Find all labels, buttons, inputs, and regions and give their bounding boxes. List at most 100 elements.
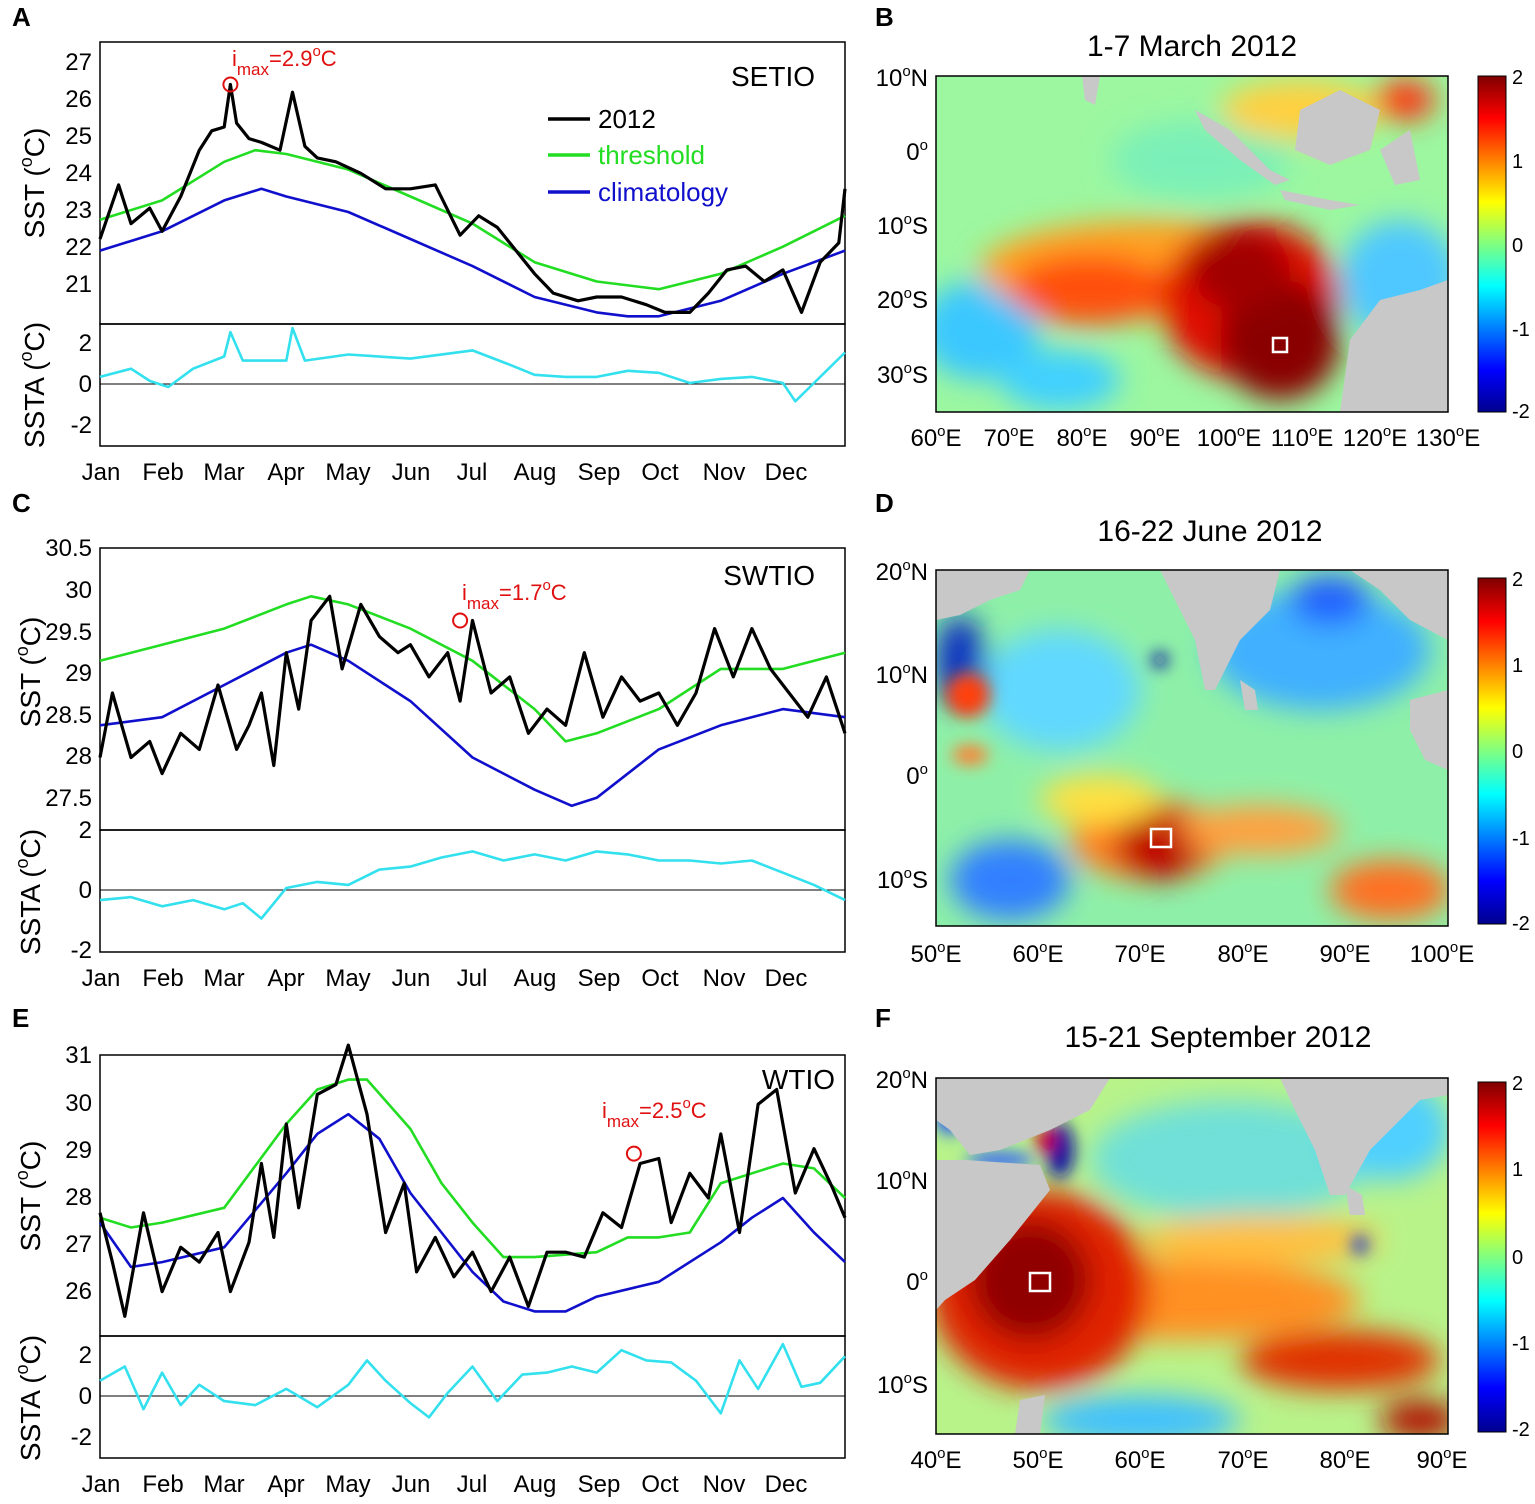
month-tick: Jun <box>392 965 431 992</box>
lon-number: 70 <box>983 425 1010 452</box>
panel-e-sst-ylabel: SST (oC) <box>12 1141 46 1252</box>
map-d-lat-tick: 0o <box>906 761 928 790</box>
panel-c-month-ticks: Jan Feb Mar Apr May Jun Jul Aug Sep Oct … <box>82 965 808 992</box>
map-f-lon-tick: 60oE <box>1114 1445 1165 1474</box>
map-d-lon-tick: 80oE <box>1217 939 1268 968</box>
panel-e-imax-label: imax=2.5oC <box>602 1095 707 1131</box>
month-tick: Mar <box>203 459 244 486</box>
lat-number: 10 <box>876 65 903 92</box>
imax-sup: o <box>682 1095 690 1112</box>
lat-number: 10 <box>876 662 903 689</box>
lon-number: 60 <box>910 425 937 452</box>
lat-number: 0 <box>906 139 919 166</box>
ylabel-tail: C) <box>15 829 46 859</box>
imax-base: i <box>602 1098 607 1123</box>
map-f-lat-tick: 20oN <box>876 1065 928 1094</box>
panel-a-sst-tick: 24 <box>65 160 92 187</box>
map-d-lat-tick: 10oN <box>876 660 928 689</box>
map-b-lat-labels: 10oN 0o 10oS 20oS 30oS <box>876 63 928 389</box>
panel-a-ssta-tick: 0 <box>79 371 92 398</box>
lat-hemisphere: N <box>911 1067 928 1094</box>
panel-a-ssta-ticks: 2 0 -2 <box>71 330 92 439</box>
imax-base: i <box>232 46 237 71</box>
ylabel-sup: o <box>12 646 32 656</box>
panel-e-sst-tick: 26 <box>65 1278 92 1305</box>
colorbar-tick: 0 <box>1512 1247 1523 1269</box>
panel-a-sst-tick: 25 <box>65 123 92 150</box>
month-tick: Sep <box>578 459 621 486</box>
panel-a-ssta-ylabel: SSTA (oC) <box>16 322 50 448</box>
panel-e-sst-ticks: 31 30 29 28 27 26 <box>65 1042 92 1305</box>
panel-c-ssta-ylabel: SSTA (oC) <box>12 829 46 955</box>
month-tick: Mar <box>203 965 244 992</box>
month-tick: Jan <box>82 965 121 992</box>
colorbar-tick: 1 <box>1512 1159 1523 1181</box>
map-d-detail-blobs <box>946 652 1168 765</box>
panel-a-sst-tick: 23 <box>65 197 92 224</box>
lon-number: 110 <box>1271 425 1309 452</box>
map-f-lat-tick: 10oS <box>877 1370 928 1399</box>
map-b-anomaly-blobs <box>936 80 1448 410</box>
map-b-lon-tick: 100oE <box>1197 423 1261 452</box>
panel-c-region-label: SWTIO <box>723 560 815 591</box>
lat-number: 10 <box>877 213 904 240</box>
map-d-land <box>936 570 1448 770</box>
panel-a-sst-tick: 22 <box>65 234 92 261</box>
series-line-e-ssta <box>99 1342 846 1419</box>
lon-number: 70 <box>1217 1447 1244 1474</box>
panel-e-month-ticks: Jan Feb Mar Apr May Jun Jul Aug Sep Oct … <box>82 1471 808 1498</box>
ylabel-sup: o <box>12 858 32 868</box>
series-line-a-threshold <box>99 148 846 291</box>
colorbar-tick: 0 <box>1512 741 1523 763</box>
imax-base: i <box>462 580 467 605</box>
map-b-lat-tick: 10oN <box>876 63 928 92</box>
map-b-colorbar: 2 1 0 -1 -2 <box>1477 67 1530 423</box>
imax-value: =1.7 <box>499 580 542 605</box>
month-tick: Oct <box>641 965 679 992</box>
map-d-field <box>936 570 1448 926</box>
lat-hemisphere: S <box>912 1372 928 1399</box>
ylabel-tail: C) <box>19 128 50 158</box>
map-b-lon-labels: 60oE 70oE 80oE 90oE 100oE 110oE 120oE 13… <box>910 423 1480 452</box>
map-f-lat-tick: 0o <box>906 1267 928 1296</box>
map-b-lon-tick: 60oE <box>910 423 961 452</box>
map-b-lon-tick: 110oE <box>1271 423 1334 452</box>
month-tick: Oct <box>641 459 679 486</box>
map-f-lon-tick: 80oE <box>1319 1445 1370 1474</box>
panel-e-ssta-tick: 0 <box>79 1383 92 1410</box>
lat-number: 10 <box>877 867 904 894</box>
panel-c-timeseries: 30.5 30 29.5 29 28.5 28 27.5 2 0 -2 SST … <box>12 535 846 992</box>
month-tick: Apr <box>267 1471 304 1498</box>
month-tick: Aug <box>514 1471 557 1498</box>
ylabel-tail: C) <box>15 1141 46 1171</box>
panel-letter-c: C <box>12 488 31 518</box>
map-b-land <box>1082 76 1448 412</box>
panel-a-ssta-tick: -2 <box>71 412 92 439</box>
imax-unit: C <box>691 1098 707 1123</box>
panel-a-sst-ylabel: SST (oC) <box>16 128 50 239</box>
panel-c-sst-tick: 30.5 <box>45 535 92 562</box>
colorbar-tick: 2 <box>1512 569 1523 591</box>
month-tick: Jun <box>392 459 431 486</box>
panel-a-sst-tick: 27 <box>65 49 92 76</box>
panel-c-imax-label: imax=1.7oC <box>462 577 567 613</box>
map-f-title: 15-21 September 2012 <box>1065 1021 1372 1054</box>
lon-number: 40 <box>910 1447 937 1474</box>
colorbar-tick: 1 <box>1512 655 1523 677</box>
month-tick: Jan <box>82 1471 121 1498</box>
ylabel-main: SSTA ( <box>19 361 50 448</box>
panel-e-sst-tick: 31 <box>65 1042 92 1069</box>
colorbar-tick: -2 <box>1512 913 1530 935</box>
month-tick: Nov <box>703 1471 746 1498</box>
series-line-a-ssta <box>99 326 846 403</box>
panel-c-ssta-tick: 2 <box>79 817 92 844</box>
colorbar-tick: -2 <box>1512 401 1530 423</box>
map-b-title: 1-7 March 2012 <box>1087 30 1297 63</box>
panel-e-ssta-ylabel: SSTA (oC) <box>12 1335 46 1461</box>
panel-letter-a: A <box>12 2 31 32</box>
panel-a-month-ticks: Jan Feb Mar Apr May Jun Jul Aug Sep Oct … <box>82 459 808 486</box>
map-b-frame <box>935 75 1449 413</box>
month-tick: Jan <box>82 459 121 486</box>
panel-c-sst-tick: 27.5 <box>45 785 92 812</box>
imax-unit: C <box>551 580 567 605</box>
